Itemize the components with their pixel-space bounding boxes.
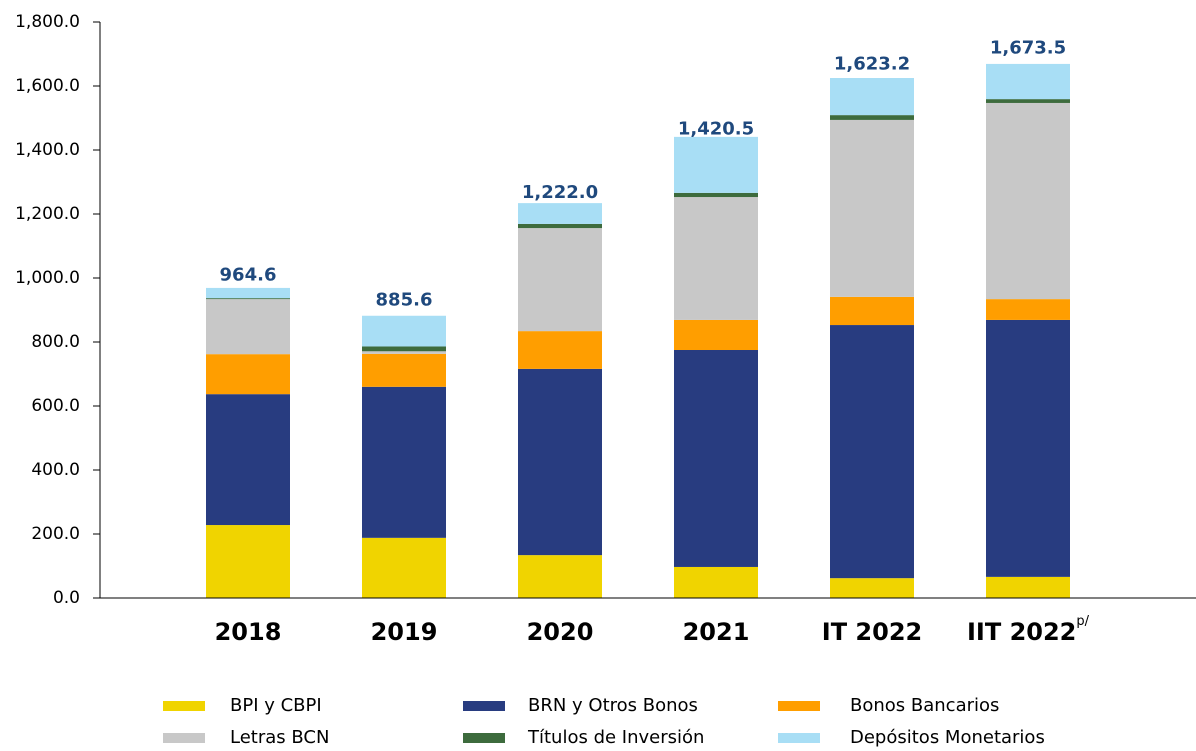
- legend-swatch: [163, 701, 205, 711]
- legend-swatch: [778, 701, 820, 711]
- category-name: 2021: [683, 618, 750, 646]
- x-tick-label: 2018: [215, 618, 282, 646]
- bar-segment: [206, 299, 290, 355]
- x-tick-label: IT 2022: [822, 618, 922, 646]
- bar-segment: [362, 351, 446, 354]
- bar-segment: [518, 555, 602, 598]
- bar-segment: [206, 298, 290, 300]
- y-tick-label: 200.0: [31, 524, 80, 544]
- bar-segment: [206, 287, 290, 299]
- bar-segment: [986, 299, 1070, 320]
- x-tick-label: 2020: [527, 618, 594, 646]
- total-label: 1,673.5: [990, 37, 1066, 58]
- bar-segment: [206, 354, 290, 395]
- bar-segment: [362, 353, 446, 387]
- y-tick-label: 0.0: [53, 588, 80, 608]
- legend-label: Letras BCN: [230, 727, 329, 748]
- bar-segment: [830, 325, 914, 579]
- y-tick-label: 600.0: [31, 396, 80, 416]
- category-superscript: p/: [1076, 614, 1089, 629]
- bar-segment: [518, 228, 602, 332]
- bar-segment: [830, 578, 914, 598]
- bar-segment: [518, 368, 602, 556]
- category-name: 2018: [215, 618, 282, 646]
- bar-segment: [206, 394, 290, 526]
- total-label: 1,623.2: [834, 54, 910, 75]
- x-tick-label: 2019: [371, 618, 438, 646]
- bar-segment: [830, 78, 914, 116]
- y-tick-label: 1,800.0: [15, 12, 80, 32]
- total-label: 885.6: [376, 290, 433, 311]
- bar-segment: [986, 102, 1070, 300]
- bar-segment: [986, 99, 1070, 103]
- total-label: 1,222.0: [522, 182, 598, 203]
- bar-segment: [674, 319, 758, 350]
- bar-segment: [362, 386, 446, 538]
- category-name: IIT 2022: [967, 618, 1076, 646]
- bar-segment: [674, 350, 758, 567]
- bar-segment: [518, 331, 602, 369]
- legend-swatch: [778, 733, 820, 743]
- y-tick-label: 1,600.0: [15, 76, 80, 96]
- bar-segment: [830, 115, 914, 120]
- total-label: 964.6: [220, 264, 277, 285]
- legend-swatch: [463, 733, 505, 743]
- legend-swatch: [463, 701, 505, 711]
- y-tick-label: 1,200.0: [15, 204, 80, 224]
- bar-segment: [674, 197, 758, 320]
- y-tick-label: 1,000.0: [15, 268, 80, 288]
- x-tick-label: 2021: [683, 618, 750, 646]
- bar-segment: [986, 63, 1070, 100]
- bar-segment: [986, 576, 1070, 598]
- bar-segment: [674, 136, 758, 193]
- bar-segment: [518, 223, 602, 229]
- bar-segment: [830, 119, 914, 297]
- legend-label: BRN y Otros Bonos: [528, 695, 698, 716]
- y-tick-label: 800.0: [31, 332, 80, 352]
- total-label: 1,420.5: [678, 118, 754, 139]
- category-name: 2020: [527, 618, 594, 646]
- x-tick-label: IIT 2022p/: [967, 614, 1090, 647]
- legend-label: Depósitos Monetarios: [850, 727, 1045, 748]
- bar-segment: [362, 346, 446, 352]
- legend-label: Bonos Bancarios: [850, 695, 999, 716]
- bar-segment: [518, 203, 602, 224]
- category-name: IT 2022: [822, 618, 922, 646]
- bar-segment: [674, 192, 758, 198]
- legend-label: BPI y CBPI: [230, 695, 322, 716]
- bar-segment: [206, 525, 290, 598]
- y-tick-label: 400.0: [31, 460, 80, 480]
- y-tick-label: 1,400.0: [15, 140, 80, 160]
- bar-segment: [362, 315, 446, 347]
- bar-segment: [674, 566, 758, 598]
- legend-swatch: [163, 733, 205, 743]
- bar-segment: [986, 319, 1070, 577]
- bar-segment: [830, 296, 914, 326]
- bar-segment: [362, 537, 446, 598]
- category-name: 2019: [371, 618, 438, 646]
- legend-label: Títulos de Inversión: [527, 727, 704, 748]
